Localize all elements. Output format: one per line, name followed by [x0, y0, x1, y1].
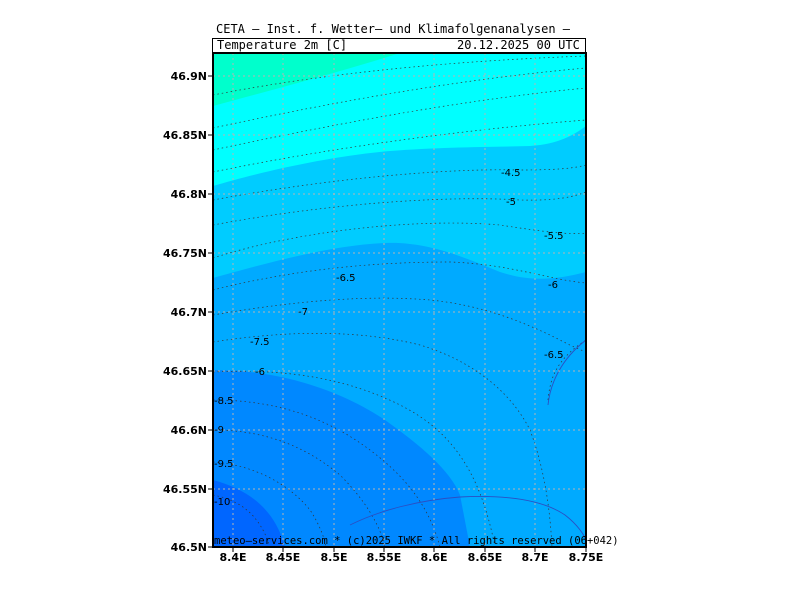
contour-line	[213, 399, 441, 547]
contour-line	[547, 339, 586, 401]
boundary-line	[547, 339, 586, 406]
contour-label: -6	[255, 367, 265, 378]
contour-label: -9.5	[214, 459, 234, 470]
map-title: CETA — Inst. f. Wetter— und Klimafolgena…	[216, 22, 571, 36]
lon-label: 8.55E	[367, 551, 402, 564]
contour-line	[213, 297, 586, 353]
contour-line	[213, 494, 271, 547]
lon-label: 8.75E	[569, 551, 604, 564]
band-minus2-to-minus4	[213, 53, 586, 186]
lat-label: 46.7N	[171, 306, 207, 319]
contour-line	[213, 119, 586, 173]
lat-label: 46.85N	[163, 129, 207, 142]
subtitle-frame	[212, 38, 586, 52]
lon-label: 8.65E	[468, 551, 503, 564]
map-frame	[212, 52, 587, 548]
contour-line	[213, 461, 327, 547]
lon-label: 8.6E	[420, 551, 447, 564]
contour-label: -6	[548, 280, 558, 291]
lon-label: 8.45E	[266, 551, 301, 564]
lat-label: 46.65N	[163, 365, 207, 378]
contour-label: -7	[298, 307, 308, 318]
band-minus8-to-minus10	[213, 370, 470, 547]
valid-time: 20.12.2025 00 UTC	[457, 38, 580, 52]
copyright-footer: meteo—services.com * (c)2025 IWKF * All …	[214, 535, 619, 547]
band-below-minus10	[213, 480, 285, 547]
contour-lines	[213, 55, 586, 547]
contour-line	[213, 55, 586, 96]
grid	[213, 53, 586, 547]
lat-labels: 46.9N 46.85N 46.8N 46.75N 46.7N 46.65N 4…	[163, 70, 207, 554]
contour-label: -10	[214, 497, 230, 508]
contour-line	[213, 67, 586, 129]
lat-label: 46.9N	[171, 70, 207, 83]
lat-label: 46.6N	[171, 424, 207, 437]
contour-label: -5.5	[544, 231, 564, 242]
contour-label: -5	[506, 197, 516, 208]
lat-label: 46.75N	[163, 247, 207, 260]
contour-label: -4.5	[501, 168, 521, 179]
lon-label: 8.7E	[521, 551, 548, 564]
field-label: Temperature 2m [C]	[217, 38, 348, 52]
lon-label: 8.5E	[320, 551, 347, 564]
contour-label: -9	[214, 425, 224, 436]
lat-label: 46.55N	[163, 483, 207, 496]
tick-marks	[208, 75, 587, 552]
contour-label: -7.5	[250, 337, 270, 348]
lon-labels: 8.4E 8.45E 8.5E 8.55E 8.6E 8.65E 8.7E 8.…	[219, 551, 603, 564]
contour-line	[213, 261, 586, 291]
contour-label: -6.5	[336, 273, 356, 284]
contour-label: -6.5	[544, 350, 564, 361]
contour-line	[213, 332, 553, 547]
lon-label: 8.4E	[219, 551, 246, 564]
lat-label: 46.8N	[171, 188, 207, 201]
contour-label: -8.5	[214, 396, 234, 407]
contour-line	[213, 191, 586, 226]
filled-contours	[213, 53, 586, 547]
contour-line	[213, 164, 586, 201]
lat-label: 46.5N	[171, 541, 207, 554]
contour-line	[213, 429, 386, 547]
boundary-line	[349, 496, 586, 541]
contour-labels: -4.5 -5 -5.5 -6 -6.5 -6 -6.5 -7 -7.5 -8 …	[214, 168, 564, 508]
boundary-lines	[349, 339, 586, 541]
